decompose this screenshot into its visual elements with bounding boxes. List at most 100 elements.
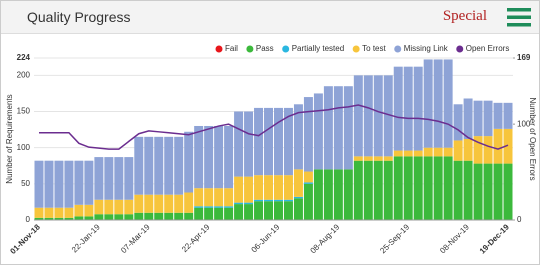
bar-segment [403,150,413,157]
bar-segment [403,66,413,151]
bar-segment [473,100,483,137]
bar-segment [64,207,74,218]
bar-segment [423,156,433,220]
bar-segment [244,204,254,220]
bar-segment [343,169,353,220]
x-tick-label: 06-Jun-19 [250,222,282,254]
bar-segment [393,66,403,151]
bar-segment [423,147,433,157]
bar-segment [234,204,244,220]
bar-segment [174,212,184,220]
bar-segment [74,204,84,217]
bar-segment [433,59,443,148]
y2-tick-label: 169 [517,53,531,62]
bar-segment [164,194,174,213]
header: Quality Progress Special [1,1,539,34]
bar-segment [264,107,274,176]
bar-segment [373,160,383,220]
bar-segment [204,206,214,208]
bar-segment [283,199,293,202]
bar-segment [373,75,383,157]
legend-label: Pass [256,44,274,53]
widget-title: Quality Progress [27,9,131,25]
bar-segment [283,201,293,220]
bar-segment [323,169,333,220]
y2-axis-title: Number of Open Errors [528,97,537,180]
bar-segment [443,147,453,157]
menu-icon[interactable] [507,7,531,27]
bar-segment [333,86,343,170]
bar-segment [244,111,254,177]
special-button[interactable]: Special [442,8,487,24]
bar-segment [114,199,124,215]
bar-segment [443,156,453,220]
bar-segment [493,163,503,220]
bar-segment [64,217,74,220]
bar-segment [134,212,144,220]
bar-segment [373,156,383,161]
y2-tick-label: 100 [517,119,531,128]
bar-segment [204,207,214,220]
bar-segment [204,125,214,189]
bar-segment [234,176,244,203]
bar-segment [114,157,124,200]
bar-segment [214,206,224,208]
bar-segment [34,160,44,208]
bar-segment [104,157,114,200]
bar-segment [214,188,224,207]
bar-segment [303,182,313,184]
bar-segment [353,160,363,220]
bar-segment [283,107,293,176]
legend-marker [456,45,464,53]
bar-segment [174,194,184,213]
bar-segment [134,194,144,213]
bar-segment [154,194,164,213]
bar-segment [204,188,214,207]
bar-segment [343,86,353,170]
bar-segment [74,216,84,220]
bar-segment [303,171,313,183]
bar-segment [323,86,333,170]
bar-segment [363,160,373,220]
bar-segment [54,160,64,208]
bar-segment [453,140,463,161]
bar-segment [273,175,283,200]
bar-segment [433,147,443,157]
legend-marker [246,45,254,53]
bar-segment [244,176,254,203]
bar-segment [124,199,134,215]
bar-segment [134,136,144,195]
bar-segment [144,212,154,220]
bar-segment [303,183,313,220]
line-series [38,104,509,150]
bar-segment [234,111,244,177]
bar-segment [254,107,264,176]
x-tick-label: 25-Sep-19 [378,222,411,255]
bar-segment [224,207,234,220]
bar-segment [403,156,413,220]
bar-segment [254,199,264,202]
bar-segment [273,201,283,220]
bar-segment [493,128,503,164]
legend-label: Fail [225,44,238,53]
bar-segment [353,75,363,157]
bar-segment [273,107,283,176]
y-tick-label: 200 [17,70,31,79]
bar-segment [54,217,64,220]
bar-segment [473,163,483,220]
bar-segment [333,169,343,220]
legend-marker [394,45,402,53]
bar-segment [483,100,493,137]
bar-segment [413,156,423,220]
bar-segment [124,157,134,200]
bar-segment [234,202,244,205]
bar-segment [303,97,313,172]
bar-segment [393,156,403,220]
bar-segment [473,136,483,164]
bar-segment [264,175,274,200]
bar-segment [84,216,94,220]
bar-segment [254,201,264,220]
bar-segment [423,59,433,148]
bar-segment [154,212,164,220]
bar-segment [353,156,363,161]
